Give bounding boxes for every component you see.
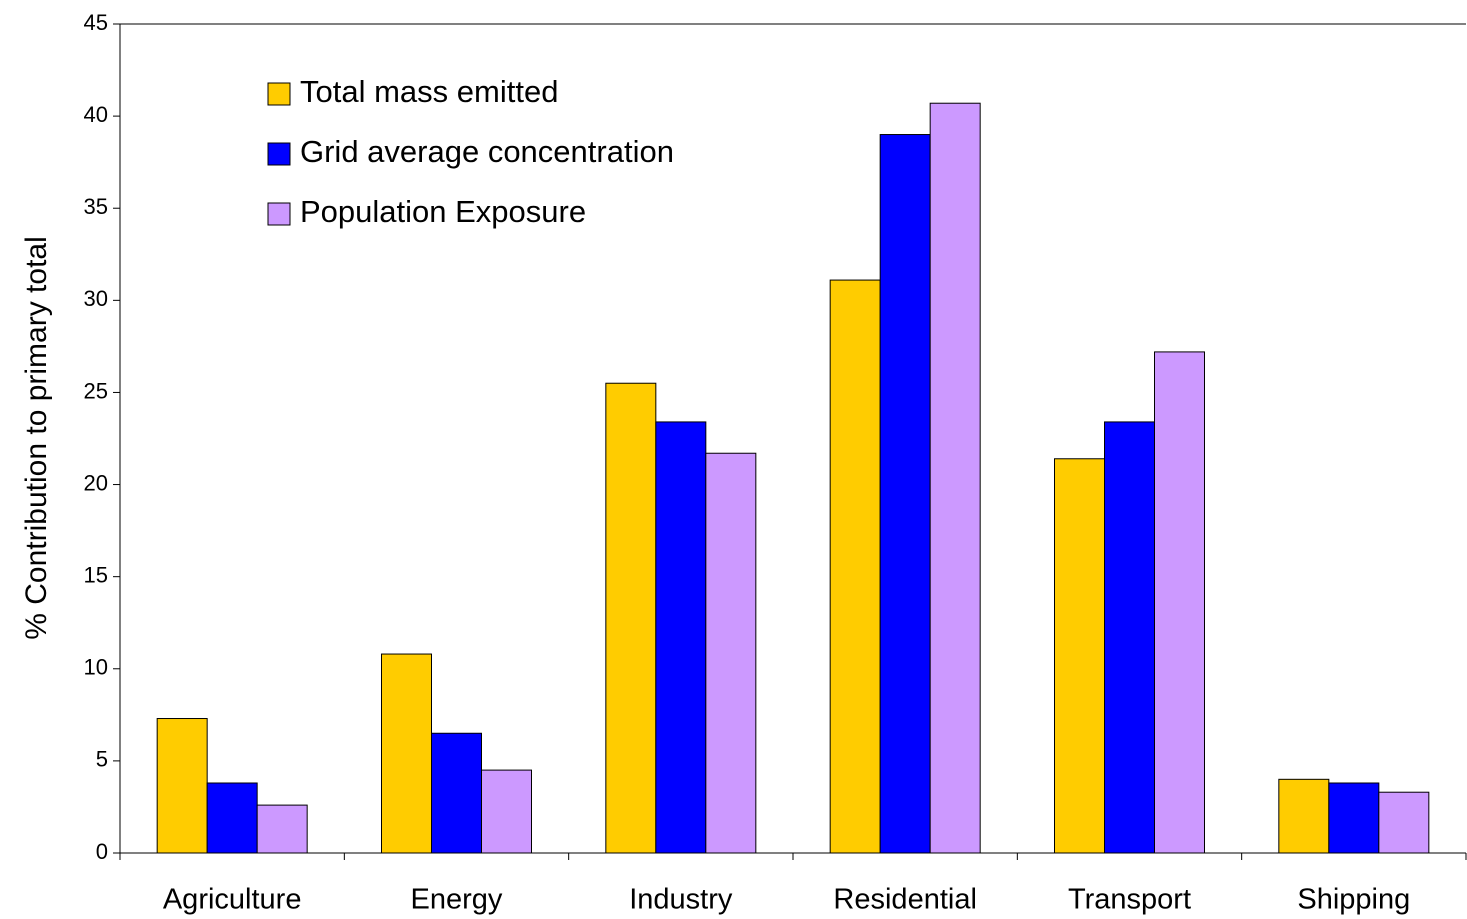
legend-label: Grid average concentration [300, 134, 674, 169]
legend-swatch [267, 82, 291, 106]
y-tick-label: 5 [96, 747, 108, 772]
legend-swatch [267, 202, 291, 226]
legend-swatch [267, 142, 291, 166]
bar [655, 421, 707, 854]
bar [206, 782, 258, 854]
y-axis-label: % Contribution to primary total [20, 236, 53, 640]
y-tick-label: 0 [96, 839, 108, 864]
x-tick-label: Energy [411, 884, 503, 916]
y-tick-label: 35 [84, 194, 108, 219]
bar [705, 452, 757, 854]
bar [256, 804, 308, 854]
y-tick-label: 45 [84, 10, 108, 35]
bar [829, 279, 881, 854]
x-tick-label: Agriculture [163, 884, 302, 916]
legend-label: Population Exposure [300, 194, 586, 229]
y-tick-label: 10 [84, 655, 108, 680]
bar [381, 653, 432, 854]
bar [1054, 458, 1105, 854]
bar [1154, 351, 1205, 854]
y-tick-label: 40 [84, 102, 108, 127]
y-tick-label: 20 [84, 470, 108, 495]
x-tick-label: Transport [1068, 884, 1191, 916]
bar [431, 732, 482, 854]
x-tick-label: Shipping [1297, 884, 1410, 916]
x-tick-label: Industry [629, 884, 733, 916]
bar [1104, 421, 1155, 854]
x-tick-label: Residential [833, 884, 976, 916]
bar [481, 769, 532, 854]
bar [929, 102, 981, 854]
bar [1378, 791, 1430, 854]
bar [605, 382, 657, 854]
bar [879, 134, 931, 854]
bar [156, 718, 208, 854]
legend-label: Total mass emitted [300, 74, 558, 109]
y-tick-label: 25 [84, 378, 108, 403]
y-tick-label: 15 [84, 562, 108, 587]
y-tick-label: 30 [84, 286, 108, 311]
bar [1278, 778, 1330, 854]
bar [1328, 782, 1380, 854]
